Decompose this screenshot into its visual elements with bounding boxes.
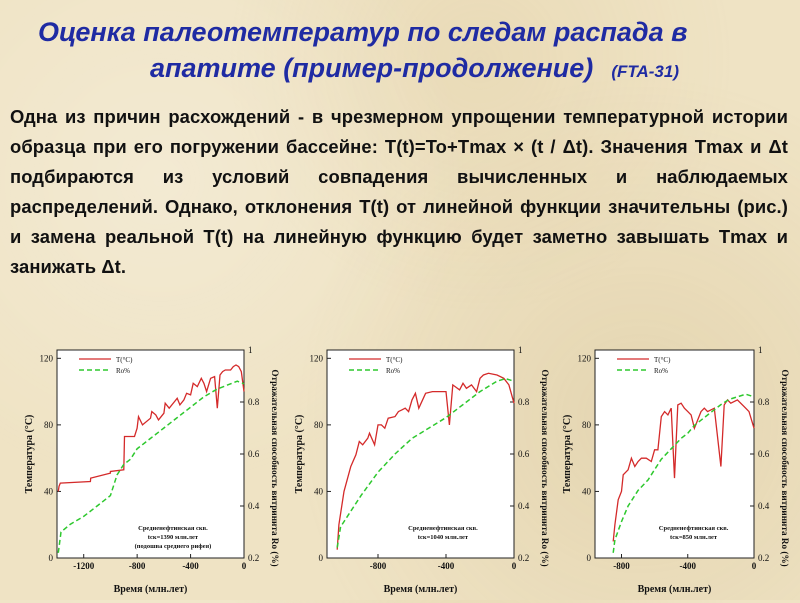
y-left-tick-label: 40 [582, 486, 592, 496]
chart-panel-1: -1200 -800 -400 0 0 40 80 120 0.2 0.4 0.6 0.8 1 T(°C)… [20, 322, 282, 603]
annotation-line: Средненефтинская скв. [659, 525, 729, 532]
series-temperature-line [57, 364, 245, 492]
series-ro-line [612, 393, 755, 553]
y-right-tick-label: 1 [518, 345, 523, 355]
y-right-tick-label: 0.6 [248, 449, 260, 459]
y-right-tick-label: 0.2 [758, 553, 769, 563]
y-right-axis-label: Отражательная способность витринита Ro (… [270, 369, 280, 566]
annotation-line: tск=1040 млн.лет [418, 534, 469, 541]
x-tick-label: -400 [680, 561, 697, 571]
y-right-tick-label: 1 [758, 345, 763, 355]
title-code: (FTA-31) [611, 62, 679, 81]
chart-2: -800 -400 0 0 40 80 120 0.2 0.4 0.6 0.8 1 T(°C) Ro% Ср… [294, 345, 550, 595]
y-left-tick-label: 40 [44, 486, 54, 496]
x-tick-label: -400 [182, 561, 199, 571]
legend-ro-label: Ro% [386, 367, 400, 375]
y-left-axis-label: Температура (°C) [294, 415, 305, 494]
title-line-2: апатите (пример-продолжение) (FTA-31) [150, 50, 679, 90]
chart-panel-2: -800 -400 0 0 40 80 120 0.2 0.4 0.6 0.8 1 T(°C) Ro% Ср… [290, 322, 552, 603]
annotation-line: (подошва среднего рифея) [135, 543, 212, 550]
y-right-tick-label: 0.8 [518, 397, 530, 407]
legend-ro-label: Ro% [116, 367, 130, 375]
y-right-axis-label: Отражательная способность витринита Ro (… [780, 369, 790, 566]
y-right-tick-label: 0.4 [518, 501, 530, 511]
y-left-tick-label: 0 [587, 553, 592, 563]
x-tick-label: -800 [613, 561, 630, 571]
y-left-tick-label: 0 [319, 553, 324, 563]
y-left-axis-label: Температура (°C) [24, 415, 35, 494]
title-line-2-text: апатите (пример-продолжение) [150, 53, 594, 83]
plot-area [326, 349, 515, 559]
y-left-tick-label: 120 [40, 353, 54, 363]
y-left-tick-label: 80 [314, 420, 324, 430]
y-left-tick-label: 40 [314, 486, 324, 496]
x-axis-label: Время (млн.лет) [638, 584, 712, 595]
x-tick-label: 0 [512, 561, 517, 571]
chart-panel-3: -800 -400 0 0 40 80 120 0.2 0.4 0.6 0.8 1 T(°C) Ro% Ср… [558, 322, 792, 603]
legend-ro-label: Ro% [654, 367, 668, 375]
x-axis-label: Время (млн.лет) [114, 584, 188, 595]
title-line-1: Оценка палеотемператур по следам распада… [38, 17, 688, 47]
legend-temperature-label: T(°C) [386, 356, 403, 364]
annotation-line: Средненефтинская скв. [138, 525, 208, 532]
y-right-tick-label: 0.4 [758, 501, 770, 511]
x-tick-label: -400 [438, 561, 455, 571]
x-tick-label: 0 [242, 561, 247, 571]
y-right-tick-label: 0.8 [758, 397, 770, 407]
series-temperature-line [336, 372, 515, 550]
legend-temperature-label: T(°C) [654, 356, 671, 364]
y-right-tick-label: 0.2 [518, 553, 529, 563]
series-ro-line [336, 377, 515, 548]
x-tick-label: -800 [129, 561, 146, 571]
y-right-tick-label: 0.4 [248, 501, 260, 511]
y-right-axis-label: Отражательная способность витринита Ro (… [540, 369, 550, 566]
y-left-tick-label: 80 [582, 420, 592, 430]
annotation-line: tск=850 млн.лет [670, 534, 718, 541]
annotation-line: tск=1390 млн.лет [148, 534, 199, 541]
y-left-axis-label: Температура (°C) [562, 415, 573, 494]
y-right-tick-label: 0.6 [518, 449, 530, 459]
x-tick-label: 0 [752, 561, 757, 571]
plot-area [594, 349, 755, 559]
body-paragraph: Одна из причин расхождений - в чрезмерно… [10, 106, 788, 277]
legend-temperature-label: T(°C) [116, 356, 133, 364]
chart-1: -1200 -800 -400 0 0 40 80 120 0.2 0.4 0.6 0.8 1 T(°C)… [24, 345, 280, 595]
y-right-tick-label: 0.2 [248, 553, 259, 563]
y-right-tick-label: 1 [248, 345, 253, 355]
y-right-tick-label: 0.8 [248, 397, 260, 407]
x-tick-label: -800 [370, 561, 387, 571]
y-left-tick-label: 120 [578, 353, 592, 363]
y-left-tick-label: 120 [310, 353, 324, 363]
y-left-tick-label: 0 [49, 553, 54, 563]
chart-3: -800 -400 0 0 40 80 120 0.2 0.4 0.6 0.8 1 T(°C) Ro% Ср… [562, 345, 790, 595]
x-axis-label: Время (млн.лет) [384, 584, 458, 595]
y-left-tick-label: 80 [44, 420, 54, 430]
x-tick-label: -1200 [73, 561, 94, 571]
series-ro-line [57, 380, 245, 553]
annotation-line: Средненефтинская скв. [408, 525, 478, 532]
series-temperature-line [612, 398, 755, 542]
y-right-tick-label: 0.6 [758, 449, 770, 459]
